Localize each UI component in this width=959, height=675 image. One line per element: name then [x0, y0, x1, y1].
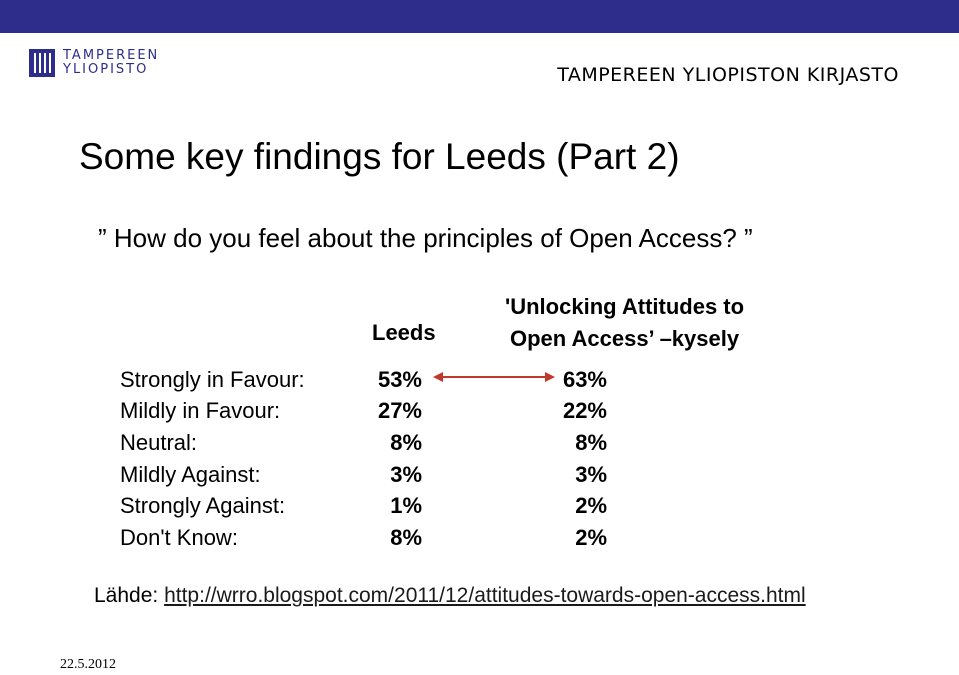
- row-leeds-value: 3%: [390, 461, 422, 487]
- slide-title: Some key findings for Leeds (Part 2): [79, 136, 680, 177]
- table-row: Mildly Against: 3% 3%: [120, 459, 607, 491]
- university-logo: TAMPEREEN YLIOPISTO: [29, 49, 159, 77]
- source-line: Lähde: http://wrro.blogspot.com/2011/12/…: [94, 584, 806, 608]
- column-header-unlocking-line2: Open Access’ –kysely: [509, 326, 740, 351]
- row-category: Strongly in Favour:: [120, 366, 305, 392]
- source-label: Lähde:: [94, 584, 159, 607]
- double-arrow-icon: [433, 372, 555, 382]
- row-unlocking-value: 2%: [575, 493, 607, 519]
- row-category: Strongly Against:: [120, 493, 286, 519]
- row-leeds-value: 53%: [377, 366, 422, 392]
- logo-mark-icon: [29, 49, 55, 77]
- row-unlocking-value: 63%: [562, 366, 607, 392]
- row-unlocking-value: 2%: [575, 524, 607, 550]
- source-link[interactable]: http://wrro.blogspot.com/2011/12/attitud…: [164, 584, 806, 607]
- row-unlocking-value: 3%: [575, 461, 607, 487]
- table-row: Neutral: 8% 8%: [120, 427, 607, 459]
- row-category: Don't Know:: [120, 524, 238, 550]
- row-category: Mildly Against:: [120, 461, 261, 487]
- slide-date: 22.5.2012: [60, 657, 116, 672]
- column-header-unlocking: 'Unlocking Attitudes to Open Access’ –ky…: [505, 291, 744, 355]
- column-header-leeds: Leeds: [372, 320, 436, 345]
- row-leeds-value: 8%: [390, 429, 422, 455]
- logo-line1: TAMPEREEN: [63, 48, 160, 63]
- row-leeds-value: 8%: [390, 524, 422, 550]
- survey-question: ” How do you feel about the principles o…: [98, 223, 753, 253]
- top-bar: [0, 0, 959, 33]
- row-category: Mildly in Favour:: [120, 398, 281, 424]
- row-leeds-value: 1%: [390, 493, 422, 519]
- table-row: Strongly Against: 1% 2%: [120, 490, 607, 522]
- results-table: Strongly in Favour: 53% 63% Mildly in Favou…: [120, 364, 607, 554]
- row-leeds-value: 27%: [377, 398, 422, 424]
- row-unlocking-value: 22%: [562, 398, 607, 424]
- table-row: Mildly in Favour: 27% 22%: [120, 396, 607, 428]
- column-header-unlocking-line1: 'Unlocking Attitudes to: [505, 294, 745, 319]
- table-row: Strongly in Favour: 53% 63%: [120, 364, 607, 396]
- logo-line2: YLIOPISTO: [63, 62, 149, 77]
- row-unlocking-value: 8%: [575, 429, 607, 455]
- library-name: TAMPEREEN YLIOPISTON KIRJASTO: [557, 64, 899, 86]
- table-row: Don't Know: 8% 2%: [120, 522, 607, 554]
- row-category: Neutral:: [120, 429, 198, 455]
